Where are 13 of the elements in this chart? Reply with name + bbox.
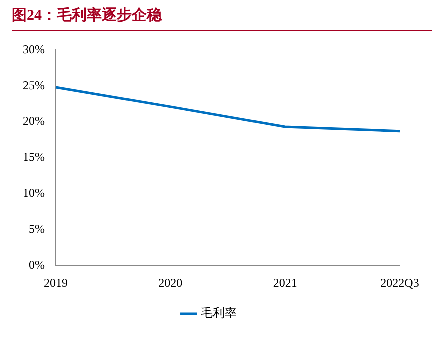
x-tick-label: 2020 <box>158 276 183 290</box>
y-tick-label: 5% <box>28 222 45 236</box>
y-tick-label: 25% <box>22 78 45 92</box>
legend-label: 毛利率 <box>201 306 237 320</box>
chart-title: 图24：毛利率逐步企稳 <box>12 6 162 25</box>
y-tick-label: 30% <box>22 42 45 56</box>
x-tick-label: 2022Q3 <box>380 276 420 290</box>
x-tick-label: 2021 <box>273 276 298 290</box>
y-tick-label: 0% <box>28 258 45 272</box>
y-tick-label: 20% <box>22 114 45 128</box>
y-tick-label: 15% <box>22 150 45 164</box>
x-tick-label: 2019 <box>44 276 68 290</box>
y-tick-label: 10% <box>22 186 45 200</box>
